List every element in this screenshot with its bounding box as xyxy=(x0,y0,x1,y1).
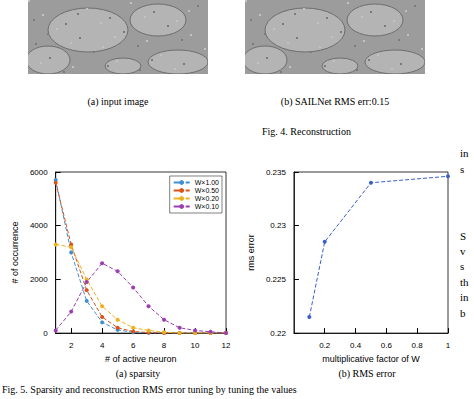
html-text:in: in xyxy=(460,147,469,159)
svg-text:6000: 6000 xyxy=(30,168,48,177)
svg-text:4: 4 xyxy=(100,341,105,350)
svg-text:0.4: 0.4 xyxy=(350,341,362,350)
svg-text:rms error: rms error xyxy=(246,234,256,270)
svg-text:12: 12 xyxy=(222,341,231,350)
html-text:(b) RMS error: (b) RMS error xyxy=(338,368,396,379)
svg-text:# of occurrence: # of occurrence xyxy=(10,222,20,284)
svg-text:2: 2 xyxy=(69,341,74,350)
svg-text:0: 0 xyxy=(43,329,48,338)
html-text:(a) input image: (a) input image xyxy=(87,96,149,107)
svg-text:0.6: 0.6 xyxy=(381,341,393,350)
svg-text:W×1.00: W×1.00 xyxy=(195,179,219,186)
svg-text:W×0.10: W×0.10 xyxy=(195,203,219,210)
svg-text:0.22: 0.22 xyxy=(270,329,286,338)
svg-text:4000: 4000 xyxy=(30,221,48,230)
svg-text:10: 10 xyxy=(191,341,200,350)
svg-text:6: 6 xyxy=(131,341,136,350)
html-text:(a) sparsity: (a) sparsity xyxy=(115,368,161,379)
html-text:Fig. 5. Sparsity and reconstru: Fig. 5. Sparsity and reconstruction RMS … xyxy=(2,384,297,395)
svg-text:2000: 2000 xyxy=(30,275,48,284)
svg-text:0.2: 0.2 xyxy=(319,341,331,350)
svg-text:0.8: 0.8 xyxy=(412,341,424,350)
svg-text:multiplicative factor of W: multiplicative factor of W xyxy=(322,354,420,364)
svg-text:0.225: 0.225 xyxy=(266,275,287,284)
html-text:b: b xyxy=(460,307,466,319)
html-text:s: s xyxy=(460,163,465,175)
svg-text:8: 8 xyxy=(162,341,167,350)
svg-text:1: 1 xyxy=(446,341,451,350)
html-text:v: v xyxy=(460,245,466,257)
svg-text:0.235: 0.235 xyxy=(266,168,287,177)
html-text:(b) SAILNet RMS err:0.15: (b) SAILNet RMS err:0.15 xyxy=(280,96,390,107)
html-text:Fig. 4. Reconstruction: Fig. 4. Reconstruction xyxy=(262,126,351,137)
html-text:s: s xyxy=(460,260,465,272)
html-text:S: S xyxy=(460,230,467,242)
html-text:th: th xyxy=(460,276,469,288)
svg-text:0.23: 0.23 xyxy=(270,221,286,230)
svg-text:W×0.20: W×0.20 xyxy=(195,195,219,202)
html-text:in: in xyxy=(460,291,469,303)
svg-text:# of active neuron: # of active neuron xyxy=(105,354,177,364)
svg-text:W×0.50: W×0.50 xyxy=(195,187,219,194)
